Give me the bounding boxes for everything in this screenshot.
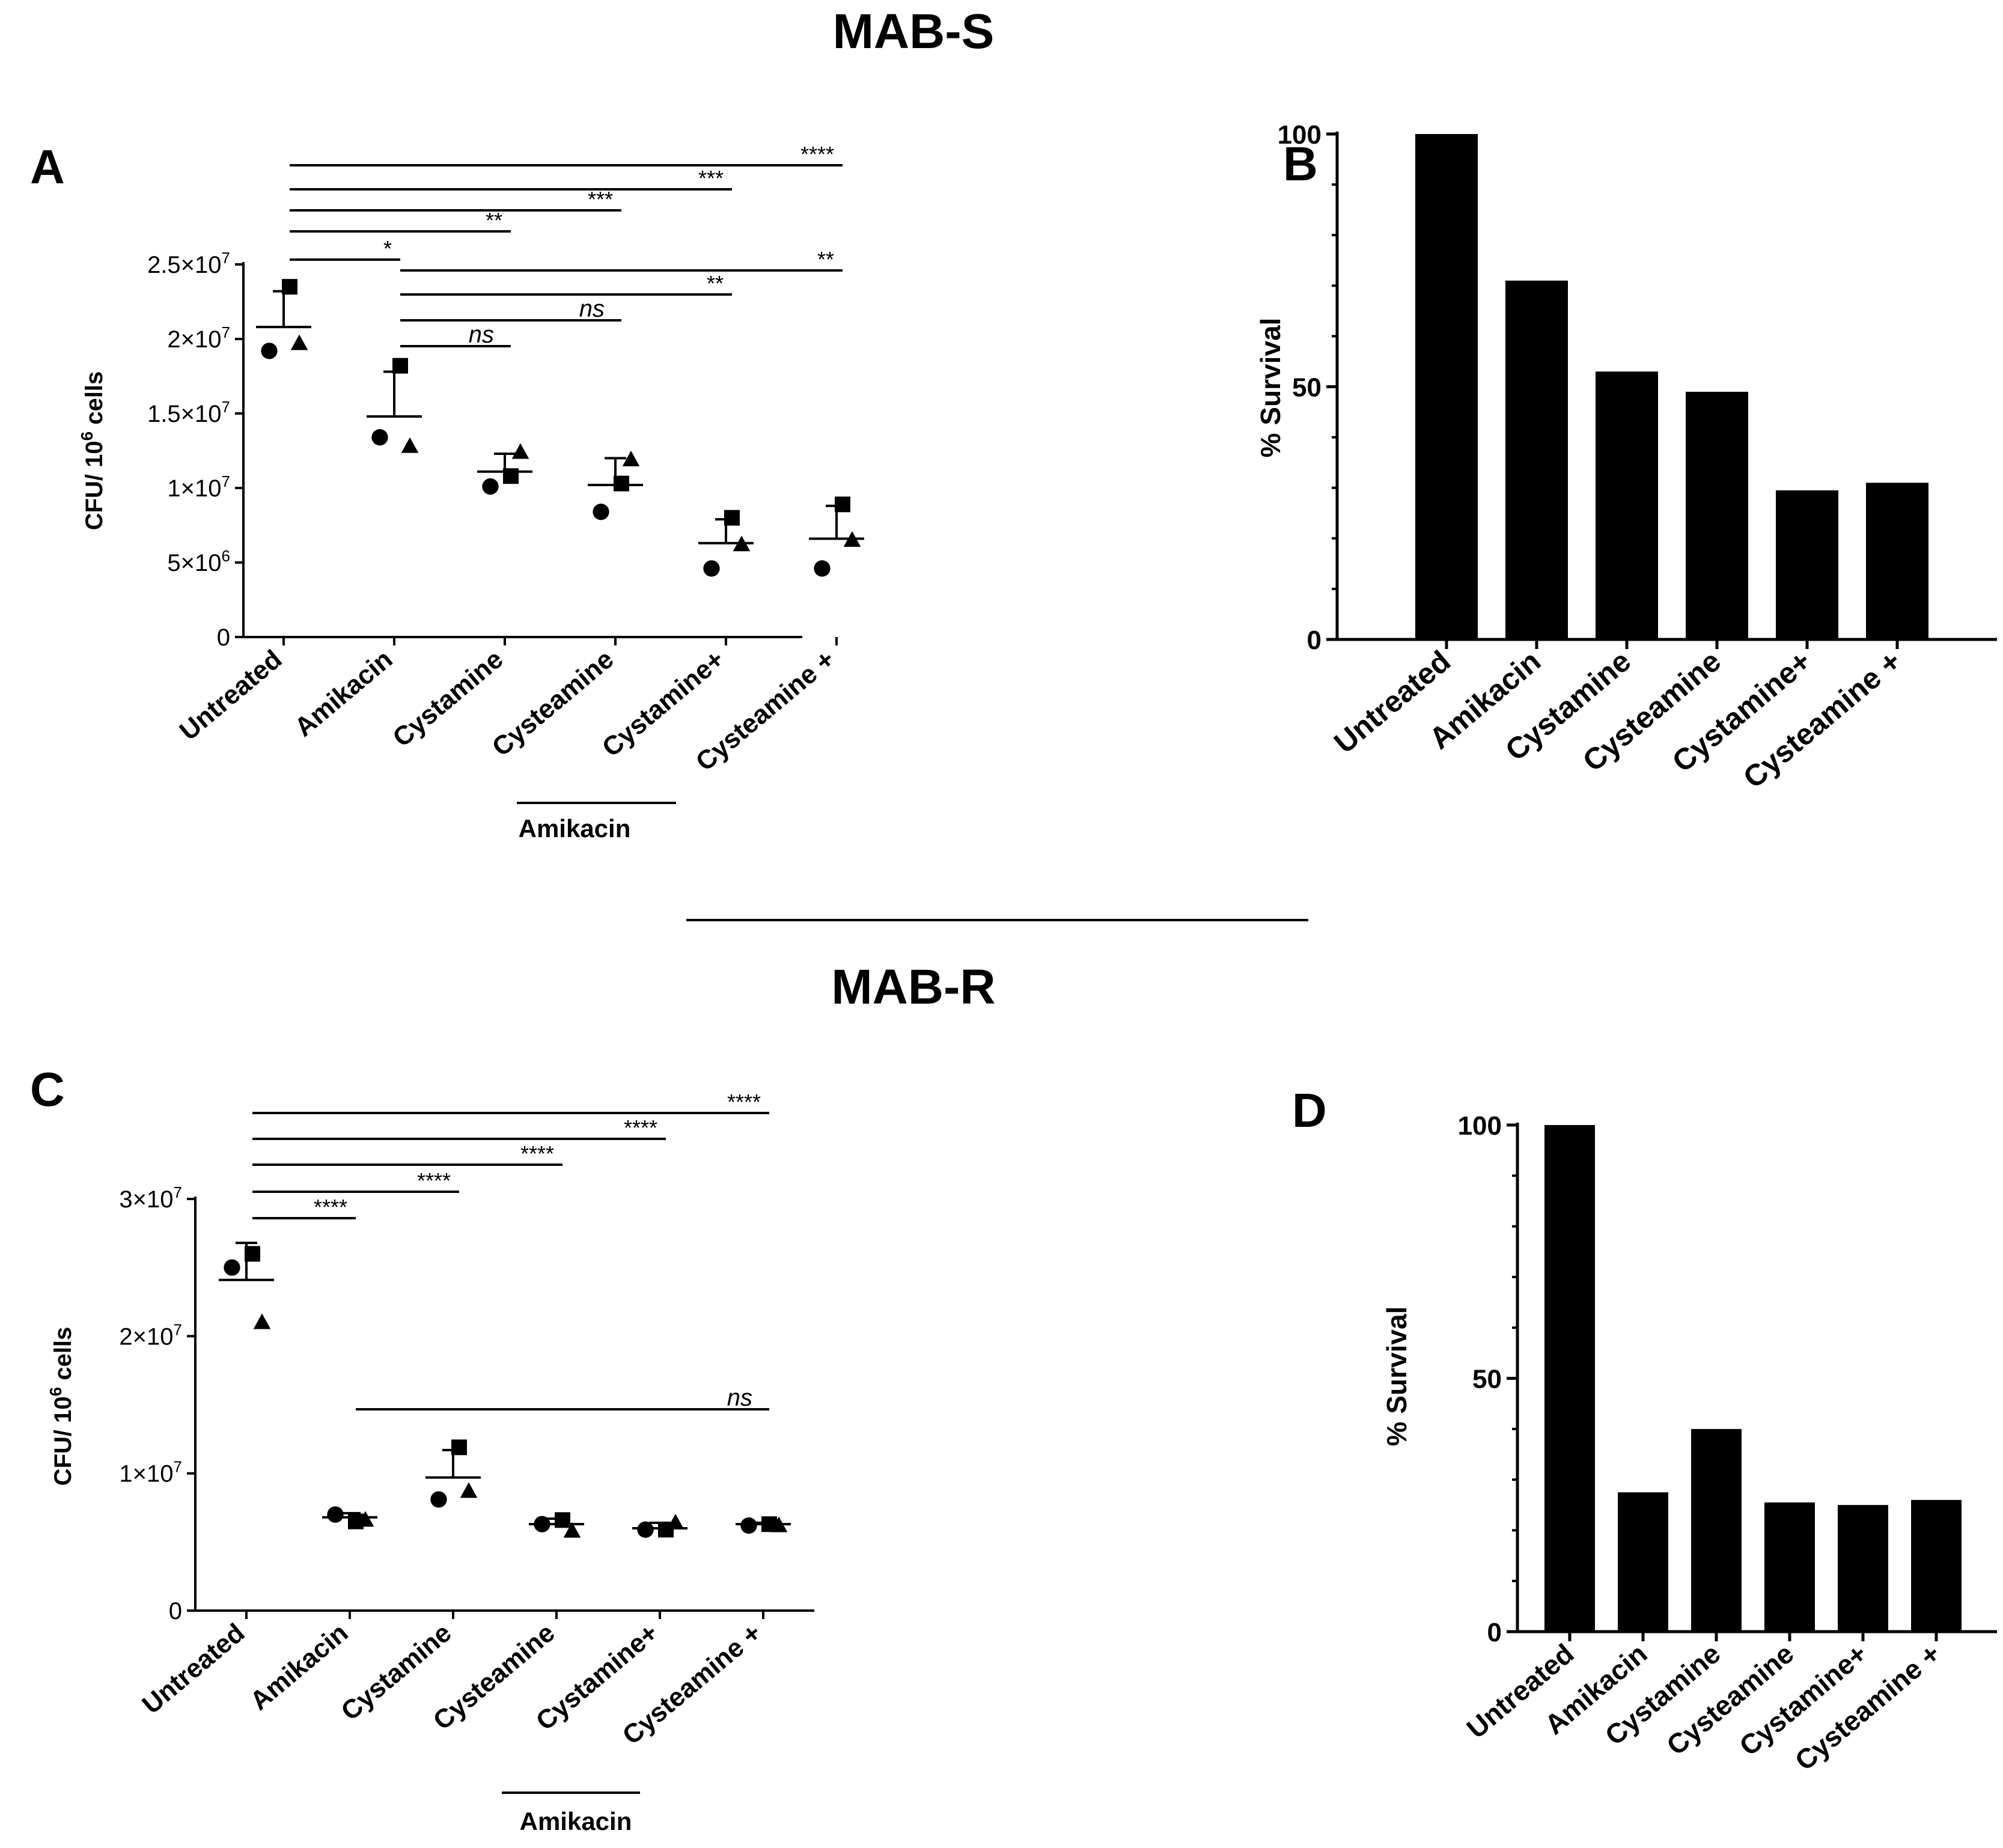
marker-triangle	[290, 334, 308, 350]
panel-label-a: A	[30, 140, 65, 194]
marker-circle	[224, 1259, 240, 1276]
marker-triangle	[401, 437, 419, 453]
significance-label: ****	[314, 1195, 347, 1219]
group-bracket-label: Amikacin	[520, 1807, 632, 1835]
significance-label: ***	[588, 187, 613, 212]
marker-square	[614, 475, 629, 492]
marker-circle	[593, 504, 609, 520]
y-tick-label: 50	[1292, 373, 1322, 403]
marker-circle	[637, 1521, 654, 1538]
bar	[1544, 1125, 1595, 1632]
y-tick-label: 1.5×107	[147, 398, 230, 427]
marker-triangle	[511, 443, 529, 459]
marker-square	[245, 1246, 260, 1262]
bar	[1838, 1505, 1888, 1632]
bar	[1764, 1502, 1815, 1632]
marker-triangle	[622, 450, 640, 466]
y-tick-label: 0	[1487, 1618, 1502, 1647]
y-tick-label: 100	[1458, 1111, 1502, 1141]
y-tick-label: 5×106	[167, 547, 230, 576]
y-axis-title: CFU/ 106 cells	[78, 371, 108, 531]
marker-triangle	[253, 1313, 271, 1329]
y-tick-label: 2×107	[167, 323, 230, 353]
section-title-top: MAB-S	[833, 4, 995, 59]
y-tick-label: 100	[1278, 120, 1322, 150]
significance-label: ****	[727, 1090, 761, 1114]
significance-label: ns	[727, 1385, 752, 1411]
y-tick-label: 3×107	[119, 1183, 182, 1213]
marker-square	[835, 496, 850, 513]
marker-square	[392, 358, 408, 374]
marker-square	[724, 510, 740, 526]
marker-square	[503, 468, 519, 484]
bar	[1686, 391, 1748, 639]
bar	[1776, 490, 1838, 639]
significance-label: ****	[417, 1168, 451, 1193]
panel-label-c: C	[30, 1063, 65, 1116]
marker-triangle	[563, 1522, 581, 1538]
significance-label: ****	[520, 1141, 554, 1166]
significance-label: ns	[579, 296, 605, 322]
y-tick-label: 2.5×107	[147, 249, 230, 278]
marker-circle	[371, 429, 388, 446]
marker-triangle	[733, 535, 751, 552]
y-tick-label: 0	[169, 1598, 182, 1624]
marker-triangle	[460, 1482, 478, 1498]
y-axis-title: CFU/ 106 cells	[46, 1327, 76, 1486]
y-tick-label: 2×107	[119, 1320, 182, 1350]
significance-label: ***	[698, 166, 724, 191]
marker-circle	[482, 478, 499, 495]
panel-label-d: D	[1292, 1084, 1327, 1137]
significance-label: **	[707, 271, 724, 296]
marker-square	[282, 279, 297, 295]
bar	[1691, 1429, 1742, 1632]
y-tick-label: 0	[217, 624, 230, 651]
bar	[1866, 483, 1928, 639]
group-bracket-label: Amikacin	[519, 814, 631, 843]
significance-label: ****	[624, 1115, 657, 1140]
y-tick-label: 0	[1307, 626, 1322, 655]
marker-triangle	[770, 1516, 788, 1532]
y-axis-title: % Survival	[1381, 1307, 1412, 1447]
bar	[1415, 134, 1478, 639]
significance-label: ****	[800, 142, 834, 166]
bar	[1596, 371, 1658, 639]
marker-triangle	[356, 1511, 374, 1527]
bar	[1618, 1492, 1668, 1632]
bar	[1505, 280, 1568, 639]
marker-circle	[703, 560, 720, 577]
marker-circle	[430, 1491, 447, 1508]
y-tick-label: 50	[1472, 1365, 1502, 1394]
section-title-bottom: MAB-R	[831, 960, 995, 1014]
significance-label: **	[817, 247, 834, 272]
marker-square	[555, 1512, 570, 1528]
marker-triangle	[843, 531, 861, 547]
significance-label: ns	[469, 322, 494, 348]
y-tick-label: 1×107	[167, 472, 230, 502]
y-axis-title: % Survival	[1255, 318, 1286, 458]
marker-square	[451, 1439, 467, 1456]
marker-circle	[534, 1516, 550, 1532]
marker-triangle	[666, 1513, 684, 1529]
marker-circle	[740, 1517, 757, 1534]
significance-label: **	[486, 208, 502, 233]
marker-circle	[814, 560, 831, 577]
y-tick-label: 1×107	[119, 1458, 182, 1487]
significance-label: *	[383, 236, 392, 261]
marker-circle	[327, 1506, 344, 1523]
panel-label-b: B	[1283, 137, 1318, 191]
bar	[1911, 1499, 1962, 1632]
marker-circle	[261, 343, 278, 359]
